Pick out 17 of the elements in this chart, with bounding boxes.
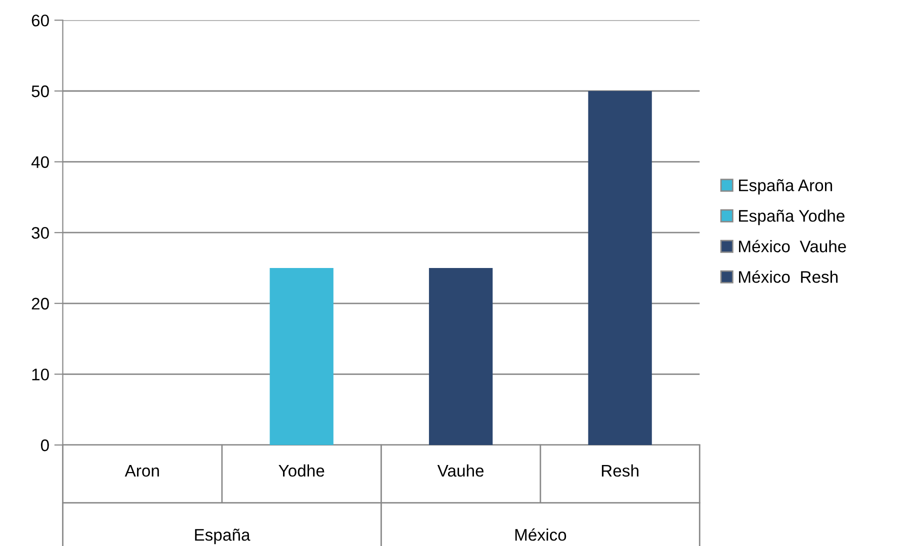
legend-label: España Aron (739, 179, 832, 195)
text: México (515, 528, 566, 541)
y-tick-label: 40 (31, 156, 49, 168)
legend-label: España Yodhe (739, 210, 844, 226)
y-tick-label: 0 (40, 439, 49, 452)
y-tick-label: 10 (32, 368, 49, 380)
y-tick-label: 20 (32, 298, 49, 310)
legend-label: México Vauhe (739, 240, 846, 252)
y-tick-label: 60 (32, 14, 49, 26)
x-tick-label: Yodhe (278, 464, 324, 477)
legend-label: México Resh (739, 270, 838, 283)
y-tick-label: 30 (32, 226, 49, 239)
x-tick-label: Vauhe (437, 464, 484, 477)
x-tick-label: Resh (602, 464, 638, 477)
y-tick-label: 50 (32, 85, 49, 98)
x-tick-label: Aron (124, 465, 159, 477)
text: España (195, 528, 250, 544)
